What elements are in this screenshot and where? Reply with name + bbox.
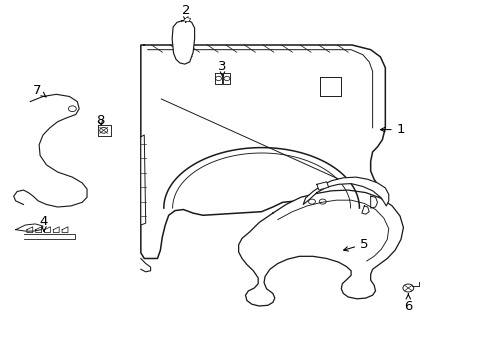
Polygon shape: [62, 227, 68, 233]
Polygon shape: [36, 227, 41, 233]
Polygon shape: [238, 190, 403, 306]
Polygon shape: [16, 224, 43, 231]
Polygon shape: [215, 73, 222, 84]
Text: 3: 3: [218, 60, 226, 76]
Polygon shape: [27, 227, 33, 233]
Text: 5: 5: [343, 238, 368, 251]
Polygon shape: [53, 227, 59, 233]
Polygon shape: [361, 206, 368, 214]
Polygon shape: [303, 177, 388, 206]
Text: 8: 8: [96, 114, 104, 127]
Text: 1: 1: [380, 123, 405, 136]
Polygon shape: [98, 125, 111, 136]
Polygon shape: [183, 17, 190, 22]
Polygon shape: [141, 45, 385, 258]
Polygon shape: [320, 77, 341, 96]
Polygon shape: [44, 227, 50, 233]
Polygon shape: [172, 20, 194, 64]
Polygon shape: [370, 196, 377, 208]
Text: 4: 4: [40, 215, 48, 231]
Text: 7: 7: [32, 84, 46, 97]
Polygon shape: [223, 73, 230, 84]
Polygon shape: [141, 135, 145, 225]
Polygon shape: [316, 182, 328, 190]
Text: 2: 2: [181, 4, 190, 22]
Text: 6: 6: [403, 294, 412, 312]
